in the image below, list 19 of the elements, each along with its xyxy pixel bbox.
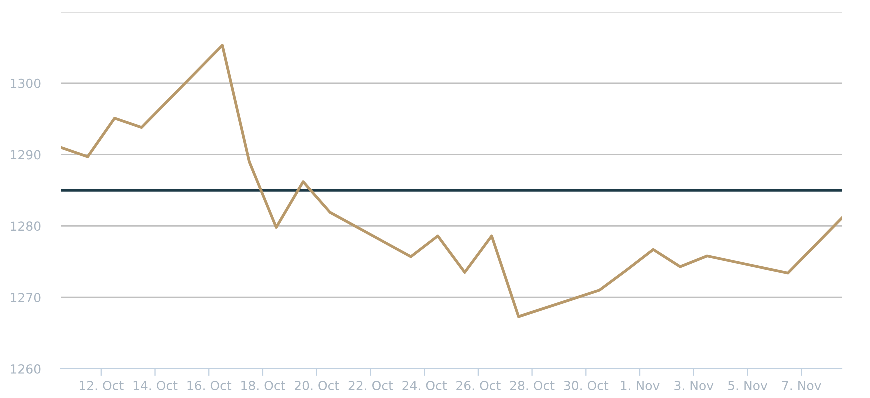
x-tick-label: 3. Nov [674,381,714,390]
y-tick-label: 1270 [11,293,41,303]
y-tick-label: 1280 [11,222,41,232]
x-tick-label: 26. Oct [456,381,501,390]
x-tick-label: 14. Oct [134,381,178,390]
x-tick-label: 20. Oct [295,381,340,390]
x-tick-label: 28. Oct [510,381,555,390]
x-tick-label: 12. Oct [80,381,124,390]
y-tick-label: 1260 [11,364,41,374]
x-tick-label: 30. Oct [564,381,609,390]
x-tick-label: 16. Oct [188,381,232,390]
x-tick-label: 24. Oct [402,381,447,390]
x-tick-label: 22. Oct [348,381,394,390]
y-tick-label: 1290 [11,150,41,160]
x-tick-label: 7. Nov [782,381,822,390]
x-tick-label: 1. Nov [621,381,660,390]
x-tick-label: 5. Nov [728,381,768,390]
x-tick-label: 18. Oct [242,381,286,390]
y-tick-label: 1300 [11,78,41,88]
